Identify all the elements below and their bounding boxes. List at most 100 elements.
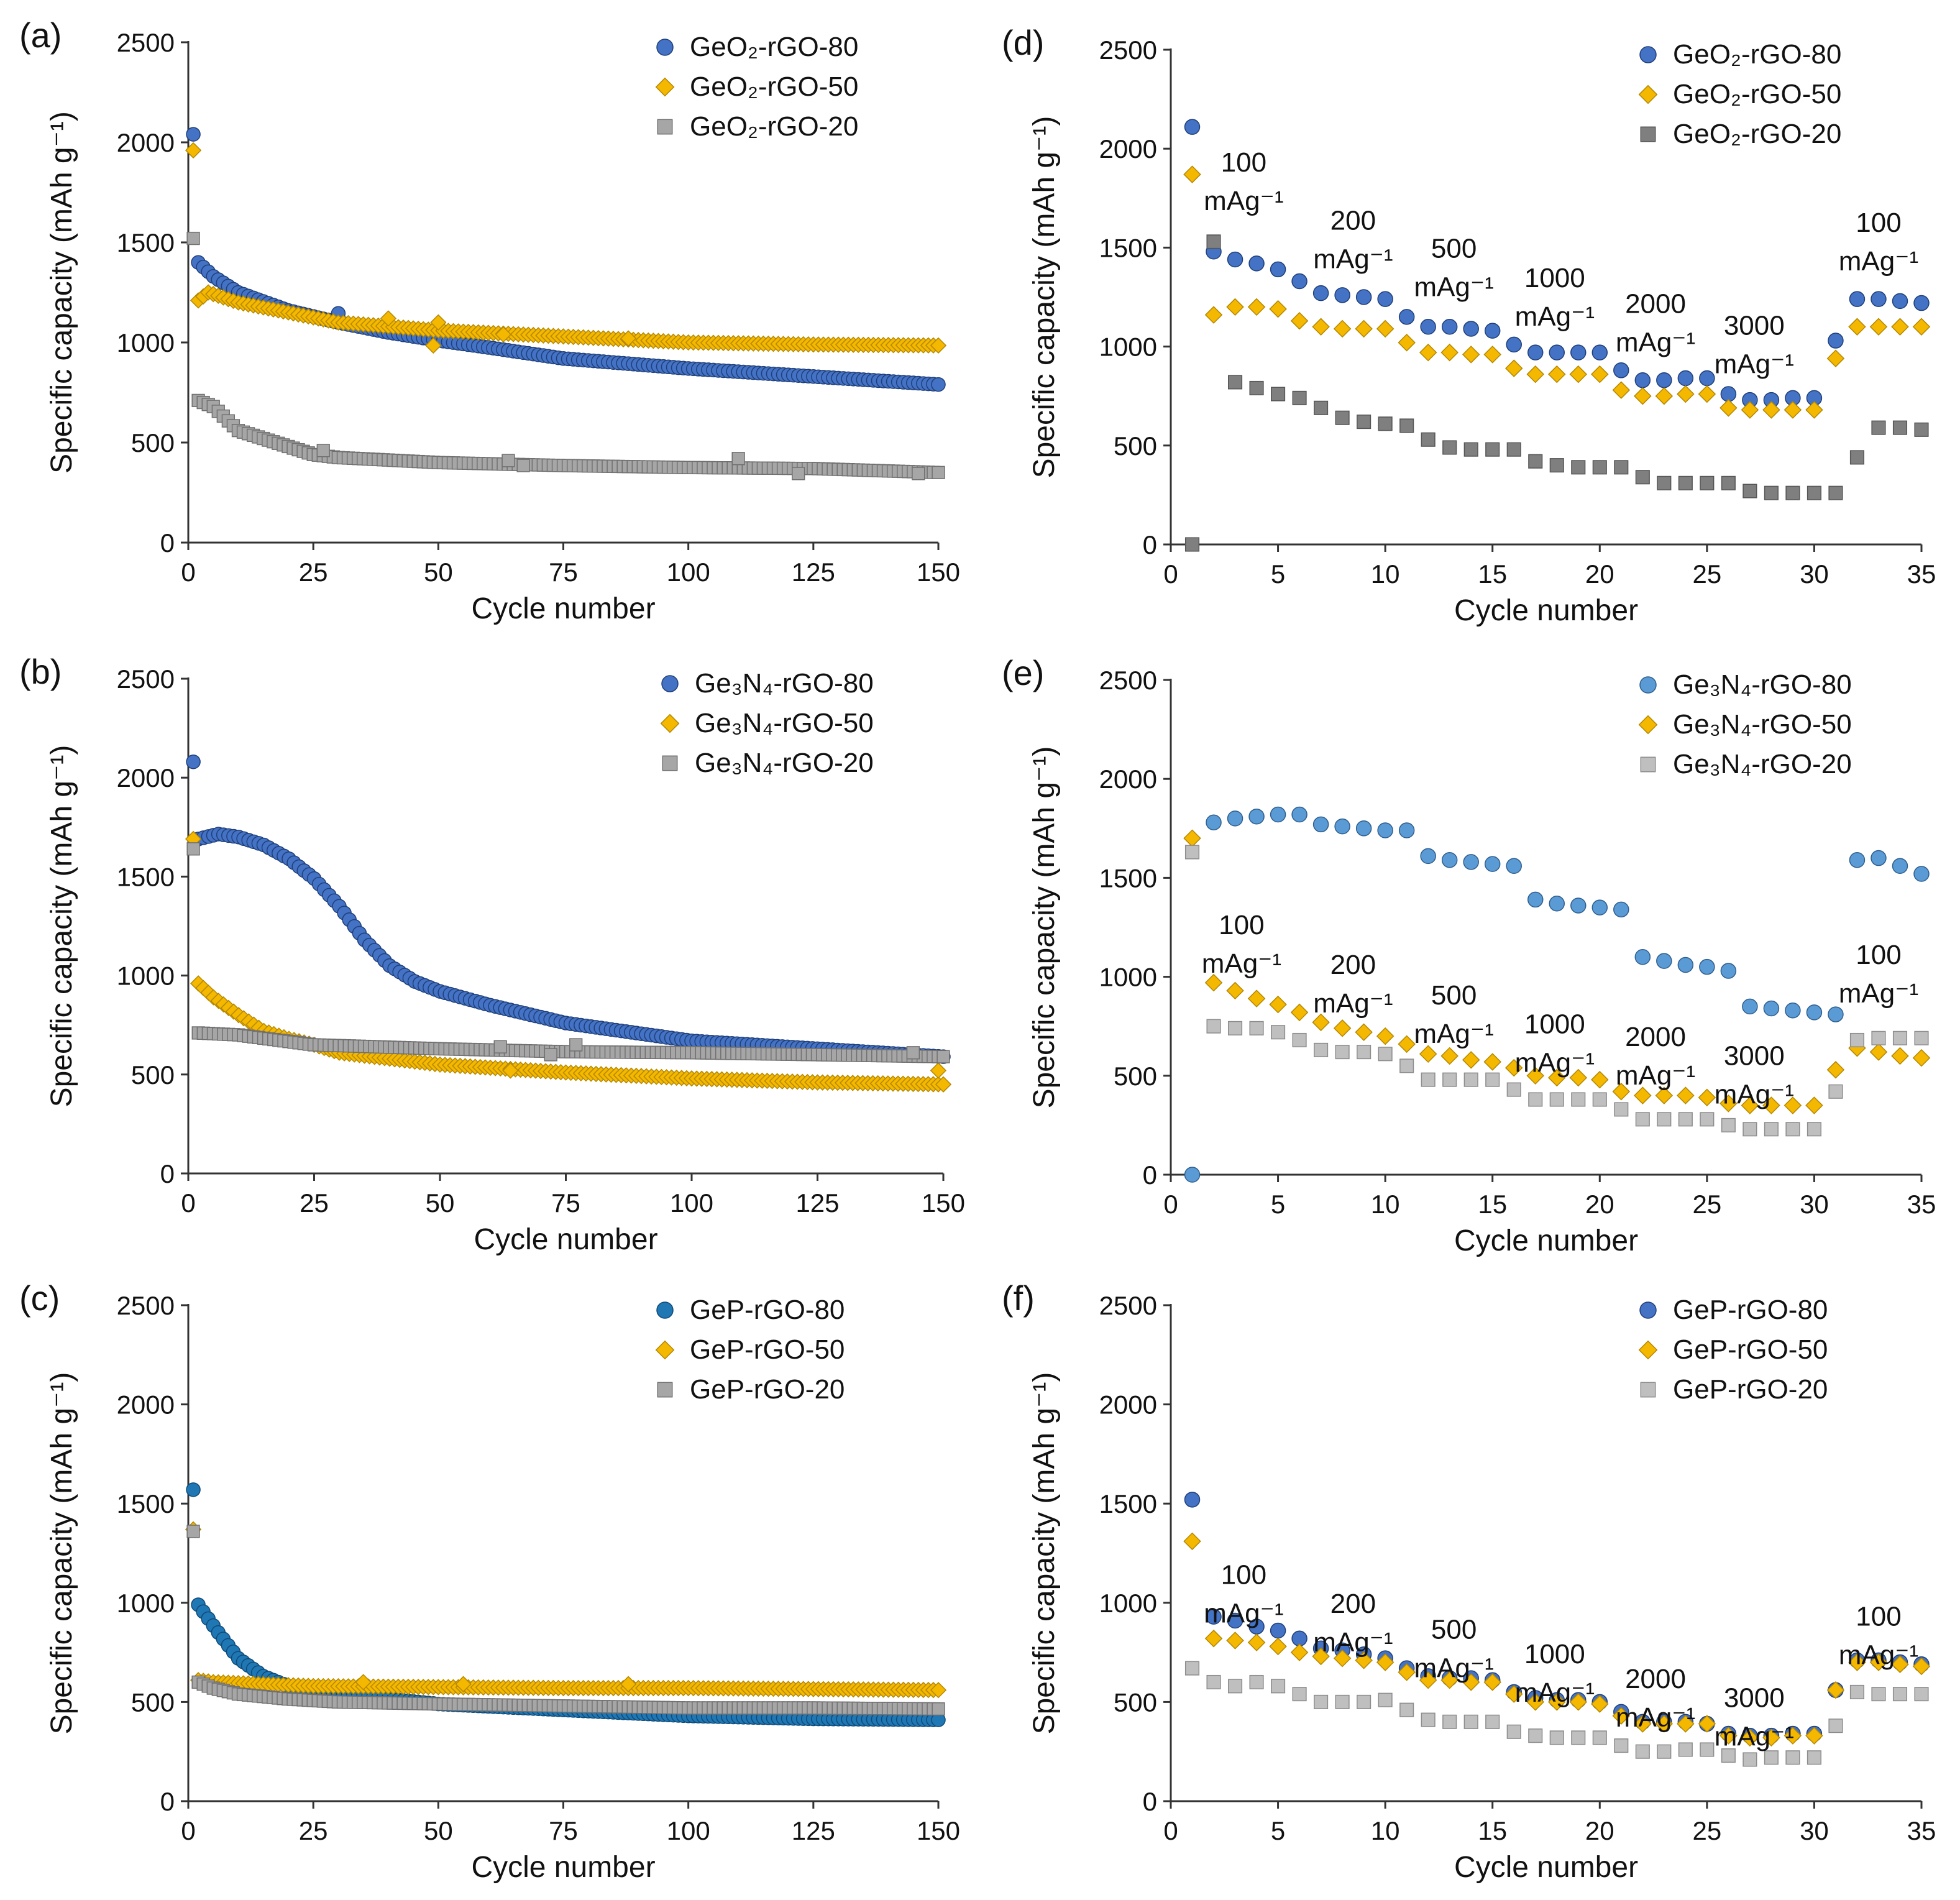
data-point — [1355, 319, 1373, 338]
y-tick-label: 500 — [131, 428, 175, 457]
data-point — [1312, 318, 1330, 336]
data-point — [1635, 1744, 1650, 1759]
data-point — [1183, 1532, 1201, 1551]
legend-entry: GeO₂-rGO-20 — [1673, 119, 1841, 149]
data-point — [1398, 1663, 1416, 1681]
legend-entry: Ge₃N₄-rGO-80 — [1673, 669, 1852, 700]
x-tick-label: 5 — [1271, 559, 1285, 589]
data-point — [1504, 1685, 1523, 1703]
data-point — [620, 1676, 637, 1692]
x-tick-label: 30 — [1800, 1190, 1829, 1219]
data-point — [620, 330, 637, 347]
x-tick-label: 0 — [181, 558, 195, 587]
data-point — [502, 1062, 519, 1079]
data-point — [1463, 442, 1478, 457]
data-point — [1892, 1687, 1908, 1702]
data-point — [1378, 1047, 1393, 1062]
data-point — [1871, 1030, 1886, 1045]
data-point — [1333, 1649, 1352, 1668]
data-point — [1655, 387, 1674, 405]
data-point — [1528, 1728, 1543, 1743]
x-tick-label: 30 — [1800, 1816, 1829, 1845]
legend-marker — [1638, 715, 1658, 735]
data-point — [1442, 1714, 1457, 1729]
legend-marker — [1639, 46, 1657, 63]
data-point — [1528, 454, 1543, 469]
legend-entry: GeO₂-rGO-50 — [1673, 79, 1841, 109]
data-point — [1290, 311, 1309, 330]
data-point — [1526, 365, 1545, 383]
panel-letter: (c) — [19, 1278, 60, 1318]
legend-marker — [1640, 1382, 1656, 1398]
data-point — [1291, 806, 1307, 823]
data-point — [1227, 1612, 1243, 1629]
data-point — [1421, 1712, 1436, 1727]
data-point — [1871, 1687, 1886, 1702]
data-point — [1700, 1112, 1715, 1127]
data-point — [186, 1525, 200, 1538]
data-point — [1849, 1684, 1865, 1699]
data-point — [1206, 814, 1222, 830]
data-point — [1806, 1004, 1823, 1021]
data-point — [1291, 273, 1307, 290]
data-point — [1613, 362, 1629, 379]
y-tick-label: 2000 — [1099, 1390, 1157, 1420]
data-point — [1764, 485, 1779, 500]
data-point — [936, 1050, 950, 1063]
data-point — [1485, 1714, 1500, 1729]
x-tick-label: 125 — [792, 1816, 835, 1845]
data-point — [1227, 375, 1243, 390]
legend-marker — [655, 77, 675, 97]
data-point — [1549, 458, 1564, 473]
data-point — [1419, 1671, 1437, 1689]
panel-letter: (d) — [1002, 23, 1044, 62]
data-point — [1463, 854, 1479, 870]
data-point — [1891, 1047, 1909, 1065]
legend-marker — [1640, 756, 1656, 773]
data-point — [495, 326, 512, 343]
data-point — [1527, 891, 1544, 908]
panel-letter: (e) — [1002, 653, 1044, 692]
data-point — [1807, 1750, 1821, 1765]
x-tick-label: 10 — [1371, 559, 1400, 589]
x-tick-label: 150 — [917, 558, 960, 587]
y-tick-label: 1500 — [117, 228, 175, 257]
data-point — [1184, 845, 1200, 860]
x-tick-label: 5 — [1271, 1816, 1285, 1845]
data-point — [1657, 1112, 1672, 1127]
y-tick-label: 2000 — [1099, 764, 1157, 794]
data-point — [1227, 251, 1243, 268]
data-point — [1700, 1742, 1715, 1757]
panel-e: (e) 0 500 1000 1500 2000 2500 0 5 10 15 20 25 30 35 Cyc… — [1002, 653, 1936, 1257]
y-tick-label: 1000 — [1099, 963, 1157, 992]
rate-value-label: 3000 — [1724, 1040, 1785, 1071]
y-tick-label: 1500 — [117, 1489, 175, 1518]
y-tick-label: 0 — [1143, 530, 1157, 559]
legend-marker — [1638, 1340, 1658, 1360]
data-point — [1441, 319, 1458, 335]
data-point — [1355, 289, 1372, 305]
data-point — [1785, 1750, 1800, 1765]
legend-entry: GeO₂-rGO-50 — [690, 71, 858, 102]
data-point — [1591, 365, 1609, 383]
rate-unit-label: mAg⁻¹ — [1204, 186, 1283, 216]
x-tick-label: 100 — [670, 1188, 713, 1218]
panel-f: (f) 0 500 1000 1500 2000 2500 0 5 10 15 20 25 30 35 Cyc… — [1002, 1278, 1936, 1884]
data-point — [1270, 261, 1286, 278]
data-point — [455, 1676, 472, 1692]
data-point — [1742, 1752, 1757, 1767]
series-ge-n-rgo-80 — [186, 754, 951, 1064]
data-point — [1506, 858, 1522, 874]
data-point — [1892, 858, 1908, 874]
data-point — [1376, 319, 1394, 338]
x-tick-label: 125 — [795, 1188, 839, 1218]
x-axis-title: Cycle number — [1454, 1851, 1638, 1884]
legend-marker — [656, 1301, 674, 1319]
data-point — [1656, 372, 1672, 388]
x-tick-label: 150 — [917, 1816, 960, 1845]
rate-value-label: 100 — [1219, 910, 1264, 940]
data-point — [1655, 1715, 1674, 1733]
panel-letter: (f) — [1002, 1278, 1035, 1318]
data-point — [1569, 1068, 1588, 1087]
data-point — [1721, 1748, 1736, 1763]
